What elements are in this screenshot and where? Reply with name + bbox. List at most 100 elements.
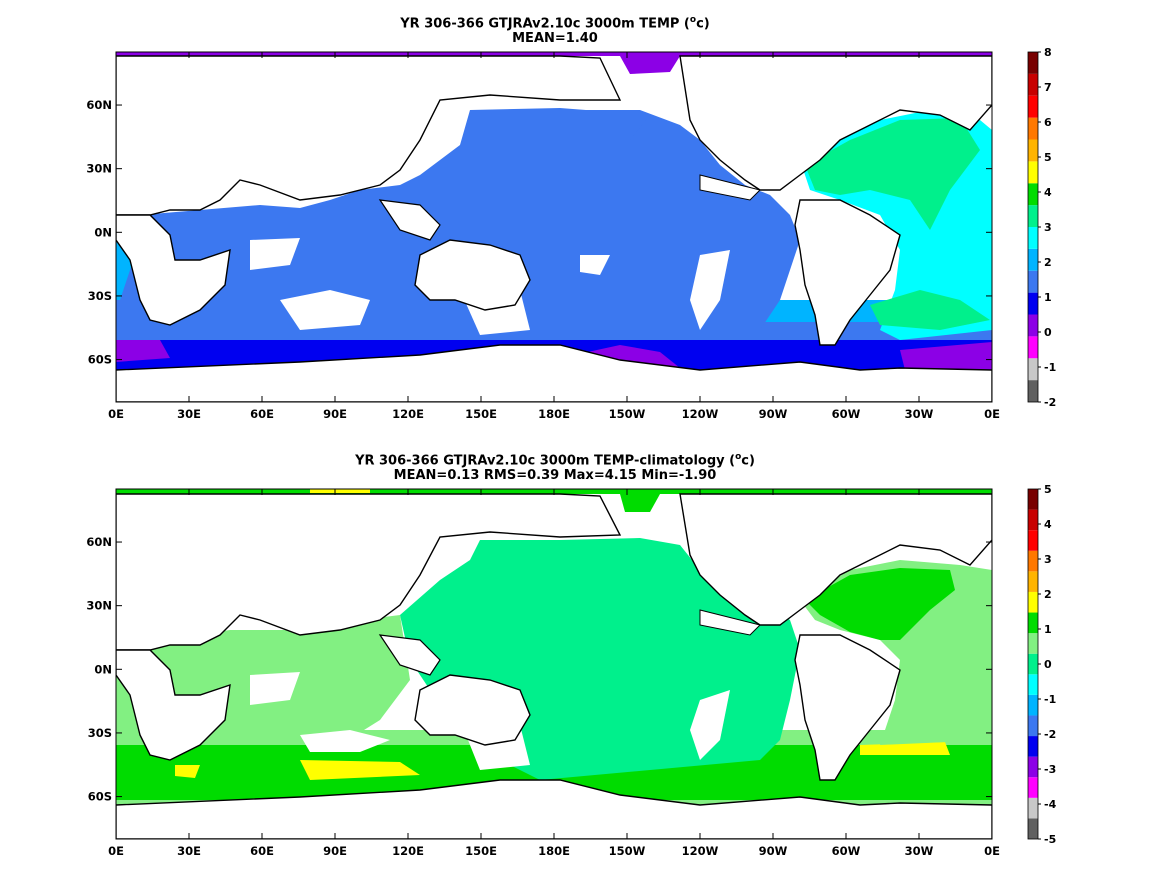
- colorbar-segment: [1028, 674, 1038, 695]
- colorbar-segment: [1028, 509, 1038, 531]
- x-tick-label: 0E: [108, 844, 124, 858]
- x-tick-label: 0E: [108, 407, 124, 421]
- x-tick-label: 180E: [538, 844, 570, 858]
- colorbar-tick-label: 0: [1044, 326, 1052, 339]
- colorbar-tick-label: 8: [1044, 46, 1052, 59]
- x-tick-label: 180E: [538, 407, 570, 421]
- x-tick-label: 150E: [465, 407, 497, 421]
- x-tick-label: 90E: [323, 844, 347, 858]
- y-tick-label: 60N: [86, 98, 112, 112]
- colorbar-tick-label: 1: [1044, 291, 1052, 304]
- x-tick-label: 120W: [682, 844, 719, 858]
- colorbar-segment: [1028, 818, 1038, 839]
- top-panel-subtitle: MEAN=1.40: [512, 31, 598, 46]
- y-tick-label: 30S: [88, 726, 112, 740]
- x-tick-label: 0E: [984, 407, 1000, 421]
- colorbar-tick-label: 5: [1044, 151, 1052, 164]
- x-tick-label: 60W: [832, 844, 861, 858]
- colorbar-tick-label: 0: [1044, 658, 1052, 671]
- y-tick-label: 0N: [94, 662, 112, 676]
- colorbar-segment: [1028, 117, 1038, 140]
- colorbar-segment: [1028, 139, 1038, 162]
- colorbar-segment: [1028, 73, 1038, 96]
- colorbar-segment: [1028, 270, 1038, 293]
- colorbar-tick-label: 2: [1044, 588, 1052, 601]
- colorbar-frame: [1027, 51, 1039, 403]
- colorbar-segment: [1028, 314, 1038, 337]
- colorbar-segment: [1028, 205, 1038, 227]
- y-tick-label: 30N: [86, 599, 112, 613]
- top-map-field: [116, 52, 992, 402]
- x-tick-label: 60E: [250, 844, 274, 858]
- y-tick-label: 30N: [86, 162, 112, 176]
- colorbar-tick-label: -1: [1044, 361, 1056, 374]
- colorbar-tick-label: -4: [1044, 798, 1057, 811]
- top-colorbar: 8 7 6 5 4 3 2 1 0 -1 -2: [1027, 46, 1056, 409]
- x-tick-label: 150E: [465, 844, 497, 858]
- x-tick-label: 60E: [250, 407, 274, 421]
- x-tick-label: 90W: [759, 407, 788, 421]
- colorbar-segment: [1028, 550, 1038, 572]
- colorbar-tick-label: 7: [1044, 81, 1052, 94]
- y-tick-label: 60S: [88, 353, 112, 367]
- colorbar-tick-label: 4: [1044, 186, 1052, 199]
- colorbar-segment: [1028, 612, 1038, 634]
- colorbar-tick-label: -2: [1044, 728, 1056, 741]
- x-tick-label: 0E: [984, 844, 1000, 858]
- colorbar-segment: [1028, 95, 1038, 118]
- y-tick-label: 60N: [86, 535, 112, 549]
- x-tick-label: 90W: [759, 844, 788, 858]
- colorbar-segment: [1028, 227, 1038, 249]
- y-tick-label: 0N: [94, 225, 112, 239]
- colorbar-tick-label: 5: [1044, 483, 1052, 496]
- colorbar-segment: [1028, 248, 1038, 271]
- colorbar-tick-label: -3: [1044, 763, 1056, 776]
- colorbar-segment: [1028, 336, 1038, 359]
- colorbar-segment: [1028, 530, 1038, 551]
- x-tick-label: 150W: [609, 844, 646, 858]
- bottom-map-field: [116, 489, 992, 839]
- bottom-panel-subtitle: MEAN=0.13 RMS=0.39 Max=4.15 Min=-1.90: [393, 468, 717, 483]
- colorbar-tick-label: 3: [1044, 553, 1052, 566]
- colorbar-segment: [1028, 736, 1038, 757]
- colorbar-segment: [1028, 777, 1038, 798]
- colorbar-segment: [1028, 633, 1038, 654]
- x-tick-label: 90E: [323, 407, 347, 421]
- colorbar-tick-label: 4: [1044, 518, 1052, 531]
- bottom-colorbar: 5 4 3 2 1 0 -1 -2 -3 -4 -5: [1027, 483, 1057, 846]
- colorbar-frame: [1027, 488, 1039, 840]
- y-tick-label: 30S: [88, 289, 112, 303]
- colorbar-segment: [1028, 715, 1038, 737]
- colorbar-segment: [1028, 591, 1038, 613]
- x-tick-label: 120E: [392, 407, 424, 421]
- colorbar-tick-label: 1: [1044, 623, 1052, 636]
- colorbar-segment: [1028, 183, 1038, 206]
- colorbar-segment: [1028, 756, 1038, 778]
- colorbar-tick-label: 6: [1044, 116, 1052, 129]
- colorbar-tick-label: -1: [1044, 693, 1056, 706]
- colorbar-segment: [1028, 797, 1038, 819]
- bottom-axes: 0E 30E 60E 90E 120E 150E 180E 150W 120W 90W 60W 30W…: [86, 489, 1000, 858]
- x-tick-label: 30W: [905, 844, 934, 858]
- colorbar-segment: [1028, 571, 1038, 592]
- colorbar-tick-label: -2: [1044, 396, 1056, 409]
- bottom-panel-title: YR 306-366 GTJRAv2.10c 3000m TEMP-climat…: [355, 452, 755, 469]
- top-panel-title: YR 306-366 GTJRAv2.10c 3000m TEMP (oc): [400, 15, 710, 32]
- colorbar-tick-label: 2: [1044, 256, 1052, 269]
- x-tick-label: 60W: [832, 407, 861, 421]
- colorbar-segment: [1028, 358, 1038, 381]
- colorbar-segment: [1028, 292, 1038, 315]
- x-tick-label: 120W: [682, 407, 719, 421]
- top-axes: 0E 30E 60E 90E 120E 150E 180E 150W 120W 90W 60W 30W…: [86, 52, 1000, 421]
- x-tick-label: 120E: [392, 844, 424, 858]
- colorbar-tick-label: -5: [1044, 833, 1056, 846]
- x-tick-label: 150W: [609, 407, 646, 421]
- colorbar-segment: [1028, 489, 1038, 510]
- y-tick-label: 60S: [88, 790, 112, 804]
- colorbar-segment: [1028, 52, 1038, 74]
- colorbar-segment: [1028, 653, 1038, 675]
- x-tick-label: 30E: [177, 844, 201, 858]
- x-tick-label: 30E: [177, 407, 201, 421]
- colorbar-segment: [1028, 694, 1038, 716]
